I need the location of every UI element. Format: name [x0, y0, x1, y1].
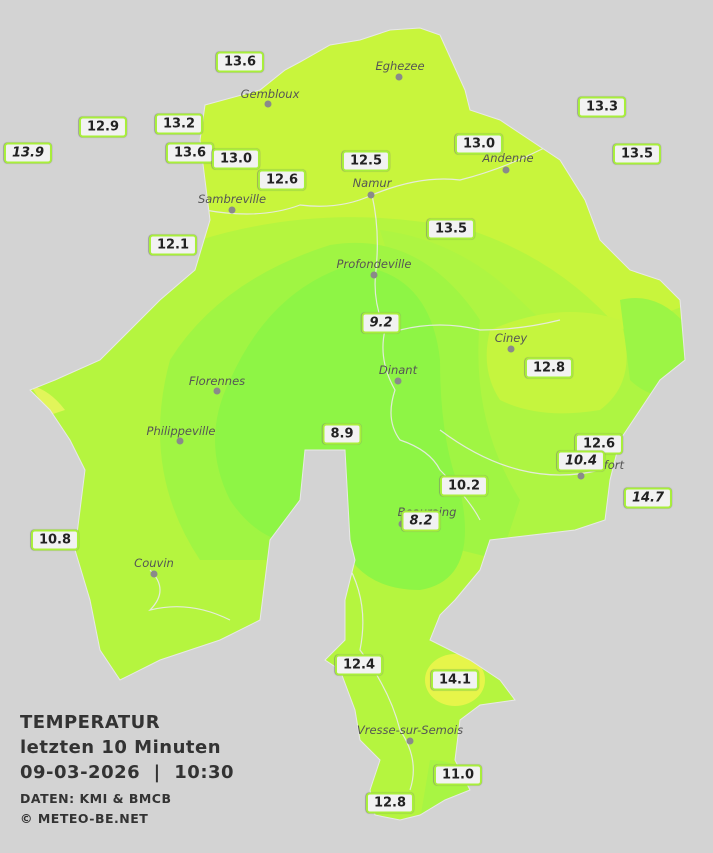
- city-dot: [502, 166, 510, 174]
- station-reading: 12.8: [524, 357, 574, 379]
- city-label: Andenne: [482, 151, 534, 165]
- city-label: Eghezee: [375, 59, 425, 73]
- station-reading: 13.0: [211, 148, 261, 170]
- city-dot: [394, 377, 402, 385]
- station-reading: 14.7: [623, 487, 673, 509]
- city-label: Couvin: [134, 556, 174, 570]
- city-dot: [370, 271, 378, 279]
- station-reading: 13.9: [3, 142, 53, 164]
- station-reading: 13.6: [165, 142, 215, 164]
- station-reading: 14.1: [430, 669, 480, 691]
- station-reading: 12.1: [148, 234, 198, 256]
- rivers: [148, 138, 601, 791]
- station-reading: 10.2: [439, 475, 489, 497]
- station-reading: 8.9: [322, 423, 362, 445]
- city-label: Gembloux: [240, 87, 300, 101]
- station-reading: 12.9: [78, 116, 128, 138]
- station-reading: 11.0: [433, 764, 483, 786]
- station-reading: 12.8: [365, 792, 415, 814]
- city-label: Ciney: [494, 331, 528, 345]
- station-reading: 12.4: [334, 654, 384, 676]
- info-period: letzten 10 Minuten: [20, 737, 222, 758]
- station-reading: 9.2: [361, 312, 401, 334]
- city-dot: [264, 100, 272, 108]
- station-reading: 10.4: [556, 450, 606, 472]
- city-label: Vresse-sur-Semois: [356, 723, 464, 737]
- station-reading: 13.0: [454, 133, 504, 155]
- city-label: Florennes: [188, 374, 246, 388]
- city-dot: [395, 73, 403, 81]
- station-reading: 13.3: [577, 96, 627, 118]
- city-dot: [507, 345, 515, 353]
- station-reading: 12.5: [341, 150, 391, 172]
- city-dot: [213, 387, 221, 395]
- province-border: [29, 27, 686, 821]
- city-label: Profondeville: [336, 257, 412, 271]
- city-label: Philippeville: [146, 424, 216, 438]
- station-reading: 8.2: [401, 510, 441, 532]
- station-reading: 12.6: [257, 169, 307, 191]
- city-label: Dinant: [378, 363, 418, 377]
- info-source: DATEN: KMI & BMCB: [20, 791, 172, 806]
- city-dot: [228, 206, 236, 214]
- city-label: Namur: [352, 176, 392, 190]
- station-reading: 13.5: [612, 143, 662, 165]
- city-dot: [150, 570, 158, 578]
- info-copyright: © METEO-BE.NET: [20, 811, 149, 826]
- city-dot: [577, 472, 585, 480]
- info-datetime: 09-03-2026 | 10:30: [20, 762, 235, 783]
- city-label: Sambreville: [197, 192, 267, 206]
- info-title: TEMPERATUR: [20, 712, 161, 733]
- city-dot: [367, 191, 375, 199]
- city-dot: [406, 737, 414, 745]
- station-reading: 10.8: [30, 529, 80, 551]
- station-reading: 13.6: [215, 51, 265, 73]
- station-reading: 12.6: [574, 433, 624, 455]
- city-dot: [176, 437, 184, 445]
- station-reading: 13.5: [426, 218, 476, 240]
- station-reading: 13.2: [154, 113, 204, 135]
